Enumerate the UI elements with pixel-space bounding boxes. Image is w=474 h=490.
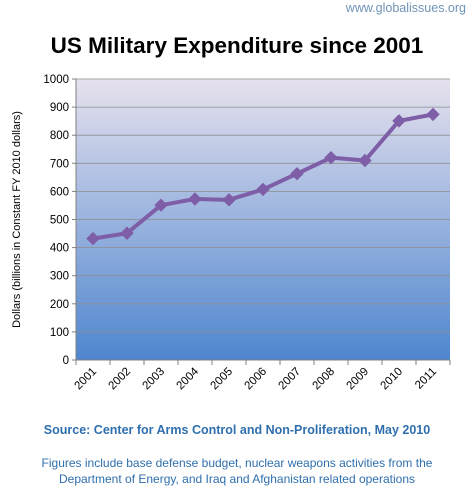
- y-tick-label: 600: [50, 186, 69, 198]
- data-point-marker: [188, 192, 202, 206]
- footnote-line-1: Figures include base defense budget, nuc…: [41, 456, 433, 470]
- x-tick-label: 2008: [311, 366, 338, 393]
- x-tick-label: 2007: [277, 366, 304, 393]
- x-tick-label: 2011: [413, 366, 439, 392]
- data-point-marker: [426, 107, 440, 122]
- chart-title: US Military Expenditure since 2001: [50, 33, 424, 58]
- data-point-marker: [290, 166, 304, 181]
- x-tick-label: 2001: [73, 366, 100, 393]
- source-note: Source: Center for Arms Control and Non-…: [43, 423, 431, 437]
- y-tick-label: 800: [50, 130, 69, 142]
- y-axis-ticks: 0 100 200 300 400 500 600 700 800 900 1000: [43, 74, 76, 367]
- x-tick-label: 2005: [209, 366, 236, 393]
- data-point-marker: [120, 226, 134, 240]
- y-tick-label: 500: [50, 215, 69, 227]
- data-point-marker: [392, 114, 406, 128]
- data-point-marker: [324, 150, 338, 165]
- y-tick-label: 1000: [43, 74, 69, 86]
- data-point-marker: [154, 198, 168, 212]
- x-tick-label: 2010: [379, 366, 406, 393]
- series-markers: [86, 107, 440, 246]
- x-tick-label: 2006: [243, 366, 270, 393]
- footnote-line-2: Department of Energy, and Iraq and Afgha…: [58, 472, 415, 486]
- y-tick-label: 700: [50, 158, 69, 170]
- y-tick-label: 100: [50, 327, 69, 339]
- data-point-marker: [358, 153, 372, 168]
- data-point-marker: [222, 193, 236, 207]
- x-tick-label: 2004: [175, 365, 202, 392]
- x-tick-label: 2002: [107, 366, 134, 393]
- x-axis-ticks: 2001 2002 2003 2004 2005 2006 2007 2008 2009 2010…: [73, 360, 451, 393]
- x-tick-label: 2009: [345, 366, 372, 393]
- y-tick-label: 300: [50, 271, 69, 283]
- x-tick-label: 2003: [141, 366, 168, 393]
- data-point-marker: [256, 182, 270, 197]
- y-tick-label: 900: [50, 102, 69, 114]
- watermark: www.globalissues.org: [345, 1, 466, 15]
- data-point-marker: [86, 231, 100, 246]
- y-axis-label: Dollars (billions in Constant FY 2010 do…: [11, 111, 23, 328]
- footnote: Figures include base defense budget, nuc…: [0, 455, 474, 487]
- y-tick-label: 200: [50, 299, 69, 311]
- y-tick-label: 400: [50, 243, 69, 255]
- y-tick-label: 0: [63, 355, 69, 367]
